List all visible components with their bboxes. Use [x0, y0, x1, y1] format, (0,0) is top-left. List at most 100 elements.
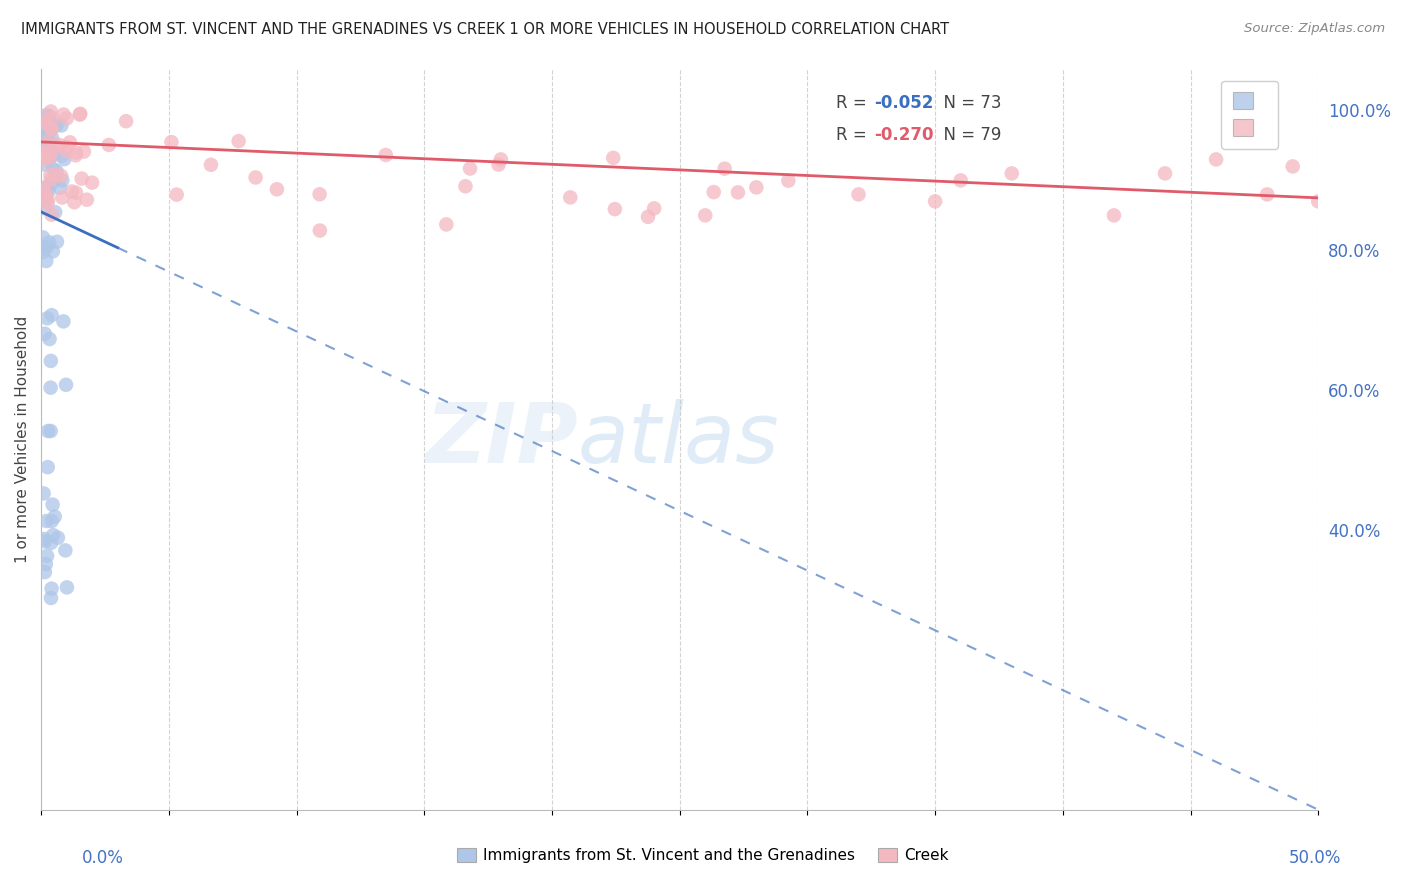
- Point: [34, 122, 56, 136]
- Point: [32, 244, 55, 259]
- Point: [51, 119, 73, 133]
- Point: [35, 254, 58, 268]
- Point: [42, 147, 65, 161]
- Point: [45, 164, 67, 178]
- Point: [1205, 153, 1227, 167]
- Text: 50.0%: 50.0%: [1288, 849, 1341, 867]
- Point: [42, 161, 65, 176]
- Point: [35, 186, 58, 201]
- Text: N = 79: N = 79: [932, 127, 1001, 145]
- Point: [727, 186, 749, 200]
- Point: [32, 120, 55, 135]
- Point: [200, 158, 222, 172]
- Point: [34, 142, 56, 156]
- Point: [35, 549, 58, 563]
- Text: IMMIGRANTS FROM ST. VINCENT AND THE GRENADINES VS CREEK 1 OR MORE VEHICLES IN HO: IMMIGRANTS FROM ST. VINCENT AND THE GREN…: [21, 22, 949, 37]
- Point: [603, 202, 626, 216]
- Point: [37, 460, 59, 475]
- Point: [166, 187, 188, 202]
- Point: [1281, 160, 1303, 174]
- Point: [34, 126, 56, 140]
- Point: [55, 112, 77, 126]
- Point: [32, 185, 55, 199]
- Point: [308, 223, 330, 237]
- Point: [37, 179, 59, 194]
- Point: [39, 381, 62, 395]
- Point: [228, 134, 250, 148]
- Point: [745, 180, 768, 194]
- Point: [41, 175, 63, 189]
- Point: [69, 107, 91, 121]
- Point: [458, 161, 481, 176]
- Point: [37, 134, 59, 148]
- Point: [60, 185, 83, 199]
- Point: [848, 187, 870, 202]
- Point: [34, 153, 56, 167]
- Point: [31, 120, 53, 135]
- Point: [643, 202, 665, 216]
- Point: [55, 377, 77, 392]
- Point: [38, 109, 60, 123]
- Point: [69, 108, 91, 122]
- Point: [35, 188, 58, 202]
- Point: [31, 241, 53, 255]
- Point: [55, 144, 77, 158]
- Point: [37, 194, 59, 208]
- Text: N = 73: N = 73: [932, 95, 1001, 112]
- Point: [51, 169, 73, 183]
- Point: [39, 145, 62, 159]
- Point: [39, 591, 62, 605]
- Point: [160, 135, 183, 149]
- Point: [34, 326, 56, 341]
- Text: ZIP: ZIP: [425, 399, 578, 480]
- Point: [44, 138, 66, 153]
- Point: [70, 171, 93, 186]
- Point: [488, 157, 510, 171]
- Point: [56, 140, 79, 154]
- Point: [41, 308, 63, 322]
- Point: [560, 190, 582, 204]
- Text: R =: R =: [835, 127, 872, 145]
- Point: [713, 161, 735, 176]
- Point: [51, 173, 73, 187]
- Point: [97, 137, 120, 152]
- Point: [32, 150, 55, 164]
- Point: [73, 145, 96, 159]
- Point: [48, 138, 70, 153]
- Point: [949, 173, 972, 187]
- Point: [39, 173, 62, 187]
- Point: [41, 130, 63, 145]
- Point: [41, 582, 63, 596]
- Text: -0.270: -0.270: [873, 127, 934, 145]
- Point: [65, 148, 87, 162]
- Point: [35, 514, 58, 528]
- Point: [65, 145, 87, 160]
- Point: [39, 136, 62, 151]
- Point: [308, 187, 330, 202]
- Point: [53, 543, 76, 558]
- Point: [34, 157, 56, 171]
- Point: [39, 168, 62, 182]
- Point: [924, 194, 946, 209]
- Point: [1154, 166, 1177, 180]
- Point: [51, 190, 73, 204]
- Point: [42, 528, 65, 542]
- Point: [32, 147, 55, 161]
- Text: atlas: atlas: [578, 399, 779, 480]
- Point: [778, 174, 800, 188]
- Point: [38, 184, 60, 198]
- Point: [32, 486, 55, 500]
- Legend: , : ,: [1222, 80, 1278, 149]
- Point: [115, 114, 138, 128]
- Point: [49, 180, 72, 194]
- Point: [51, 149, 73, 163]
- Point: [489, 153, 512, 167]
- Point: [80, 176, 103, 190]
- Point: [34, 108, 56, 122]
- Point: [46, 235, 69, 249]
- Point: [39, 536, 62, 550]
- Point: [56, 581, 79, 595]
- Point: [38, 152, 60, 166]
- Point: [42, 119, 65, 133]
- Point: [32, 230, 55, 244]
